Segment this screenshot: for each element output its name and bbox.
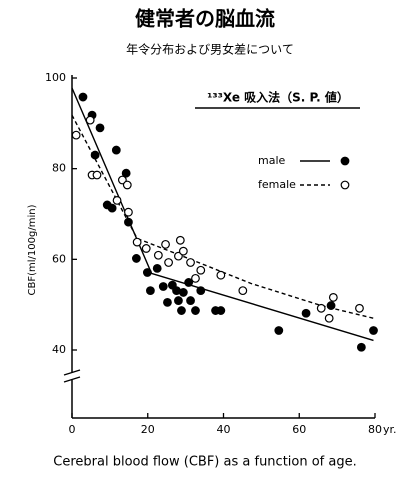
- data-point: [369, 326, 378, 335]
- data-point: [301, 308, 311, 318]
- data-point: [141, 244, 151, 253]
- annotation: ¹³³Xe 吸入法（S. P. 値）: [207, 90, 349, 105]
- y-tick-label: 40: [52, 343, 66, 356]
- chart-title: 健常者の脳血流: [135, 7, 275, 31]
- data-point: [111, 145, 121, 155]
- data-point: [121, 168, 131, 178]
- data-point: [146, 286, 155, 296]
- axis-break-gap: [69, 372, 75, 380]
- fit-line: [71, 114, 374, 319]
- y-tick-label: 80: [52, 162, 66, 175]
- x-tick-label: 80: [368, 423, 382, 436]
- data-point: [186, 258, 195, 267]
- data-point: [238, 286, 248, 296]
- data-point: [164, 258, 173, 267]
- data-point: [163, 298, 172, 307]
- data-point: [95, 123, 105, 133]
- data-point: [85, 115, 95, 125]
- data-point: [178, 288, 188, 297]
- data-point: [184, 278, 194, 287]
- data-point: [186, 296, 195, 305]
- data-point: [122, 180, 132, 190]
- data-point: [324, 313, 334, 323]
- x-tick-label: 40: [217, 423, 231, 436]
- x-tick-label: 20: [141, 423, 155, 436]
- data-point: [112, 195, 122, 205]
- y-tick-label: 100: [45, 71, 66, 84]
- data-point: [177, 306, 186, 315]
- legend-label: female: [258, 178, 296, 191]
- data-point: [124, 207, 133, 217]
- axis-break: [63, 369, 81, 376]
- x-tick-label: 60: [292, 423, 306, 436]
- legend-marker: [340, 156, 350, 166]
- data-point: [174, 296, 183, 305]
- data-point: [196, 265, 206, 275]
- data-point: [131, 254, 141, 263]
- data-point: [356, 342, 366, 352]
- data-point: [191, 273, 200, 283]
- data-point: [161, 239, 170, 249]
- y-tick-label: 60: [52, 252, 66, 265]
- data-point: [216, 306, 226, 315]
- data-point: [216, 270, 226, 280]
- data-point: [274, 326, 284, 335]
- data-point: [191, 306, 200, 315]
- data-point: [158, 282, 168, 291]
- data-point: [71, 130, 81, 140]
- data-point: [316, 303, 326, 313]
- data-point: [355, 303, 364, 313]
- data-point: [152, 264, 162, 273]
- chart-subtitle: 年令分布および男女差について: [126, 42, 294, 57]
- axis-break: [63, 376, 81, 383]
- data-point: [92, 170, 102, 180]
- data-point: [153, 250, 163, 260]
- data-point: [175, 235, 185, 245]
- x-axis-unit: yr.: [383, 423, 397, 436]
- data-point: [132, 237, 142, 247]
- legend-marker: [340, 180, 350, 190]
- legend-label: male: [258, 154, 286, 167]
- data-point: [142, 268, 152, 277]
- y-axis-label: CBF(ml/100g/min): [27, 204, 38, 295]
- data-point: [328, 293, 338, 302]
- data-point: [196, 286, 206, 296]
- data-point: [178, 246, 188, 256]
- data-point: [78, 92, 88, 102]
- caption: Cerebral blood flow (CBF) as a function …: [53, 455, 356, 470]
- x-tick-label: 0: [69, 423, 76, 436]
- data-point: [107, 203, 117, 213]
